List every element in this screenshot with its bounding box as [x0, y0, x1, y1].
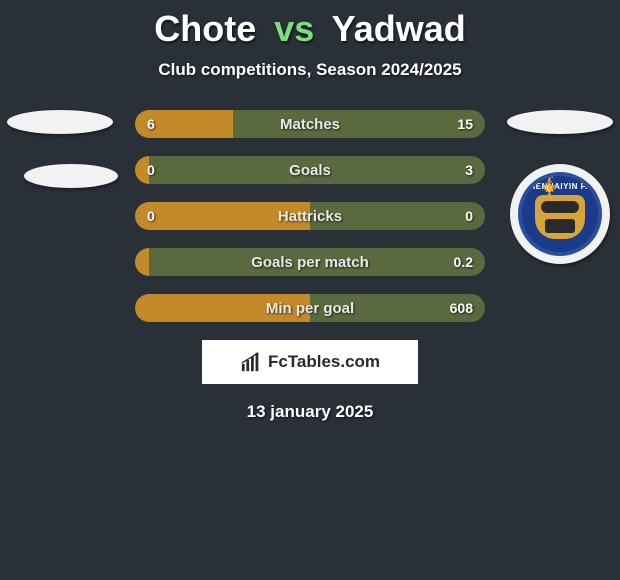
player1-photo-placeholder-bottom [24, 164, 118, 188]
stat-bar: 6Matches15 [135, 110, 485, 138]
watermark-text: FcTables.com [268, 352, 380, 372]
stat-label: Goals [135, 156, 485, 184]
chart-icon [240, 351, 262, 373]
vs-label: vs [274, 8, 314, 49]
watermark: FcTables.com [202, 340, 418, 384]
subtitle: Club competitions, Season 2024/2025 [0, 60, 620, 80]
stat-right-value: 608 [450, 294, 473, 322]
stat-right-value: 0.2 [454, 248, 473, 276]
stat-bar: Min per goal608 [135, 294, 485, 322]
player2-photo-placeholder [507, 110, 613, 134]
stat-label: Matches [135, 110, 485, 138]
footer-date: 13 january 2025 [0, 402, 620, 422]
stat-right-value: 15 [457, 110, 473, 138]
stat-bar: 0Goals3 [135, 156, 485, 184]
player2-name: Yadwad [332, 8, 466, 49]
player1-photo-placeholder-top [7, 110, 113, 134]
stat-right-value: 3 [465, 156, 473, 184]
content-area: 🏆🏆 CHENNAIYIN F.C. 6Matches150Goals30Hat… [0, 110, 620, 322]
stat-right-value: 0 [465, 202, 473, 230]
player1-name: Chote [154, 8, 256, 49]
stats-bars: 6Matches150Goals30Hattricks0Goals per ma… [135, 110, 485, 322]
stat-bar: 0Hattricks0 [135, 202, 485, 230]
stat-label: Hattricks [135, 202, 485, 230]
club-badge-inner: 🏆🏆 CHENNAIYIN F.C. [518, 172, 602, 256]
stat-label: Min per goal [135, 294, 485, 322]
club-badge-mascot [535, 195, 585, 239]
stat-label: Goals per match [135, 248, 485, 276]
club-badge: 🏆🏆 CHENNAIYIN F.C. [510, 164, 610, 264]
stat-bar: Goals per match0.2 [135, 248, 485, 276]
comparison-title: Chote vs Yadwad [0, 0, 620, 50]
